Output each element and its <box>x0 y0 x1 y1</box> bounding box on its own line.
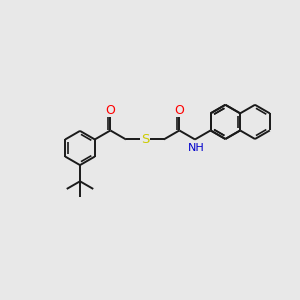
Text: O: O <box>106 104 115 117</box>
Text: S: S <box>141 133 149 146</box>
Text: NH: NH <box>188 143 204 153</box>
Text: O: O <box>174 104 184 117</box>
